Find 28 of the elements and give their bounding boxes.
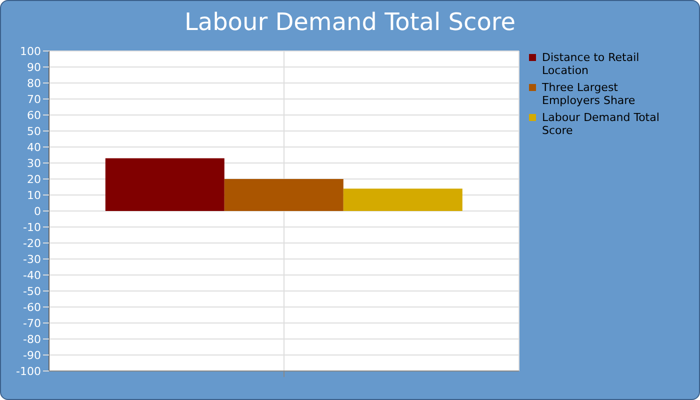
y-tick-label: -90: [23, 348, 41, 362]
chart-title: Labour Demand Total Score: [183, 7, 516, 38]
y-tick-label: 70: [27, 92, 41, 106]
y-tick-label: -50: [23, 284, 41, 298]
y-tick-label: 0: [34, 204, 41, 218]
y-tick-label: -80: [23, 332, 41, 346]
legend-label: Distance to Retail Location: [542, 51, 640, 77]
y-tick-label: 50: [27, 124, 41, 138]
legend-label: Labour Demand Total Score: [542, 111, 660, 137]
y-tick-label: 100: [20, 44, 41, 58]
y-tick-label: 30: [27, 156, 41, 170]
y-tick-label: -60: [23, 300, 41, 314]
legend-label: Three Largest Employers Share: [542, 81, 636, 107]
y-tick-label: 60: [27, 108, 41, 122]
bar: [105, 158, 224, 211]
y-tick-label: 90: [27, 60, 41, 74]
y-tick-label: -10: [23, 220, 41, 234]
y-tick-label: -30: [23, 252, 41, 266]
y-tick-label: -100: [16, 364, 41, 378]
y-tick-label: -40: [23, 268, 41, 282]
y-tick-label: -20: [23, 236, 41, 250]
y-tick-label: 80: [27, 76, 41, 90]
y-tick-label: -70: [23, 316, 41, 330]
y-tick-label: 20: [27, 172, 41, 186]
y-tick-label: 40: [27, 140, 41, 154]
bar: [343, 188, 462, 211]
bar: [224, 179, 344, 211]
y-tick-label: 10: [27, 188, 41, 202]
